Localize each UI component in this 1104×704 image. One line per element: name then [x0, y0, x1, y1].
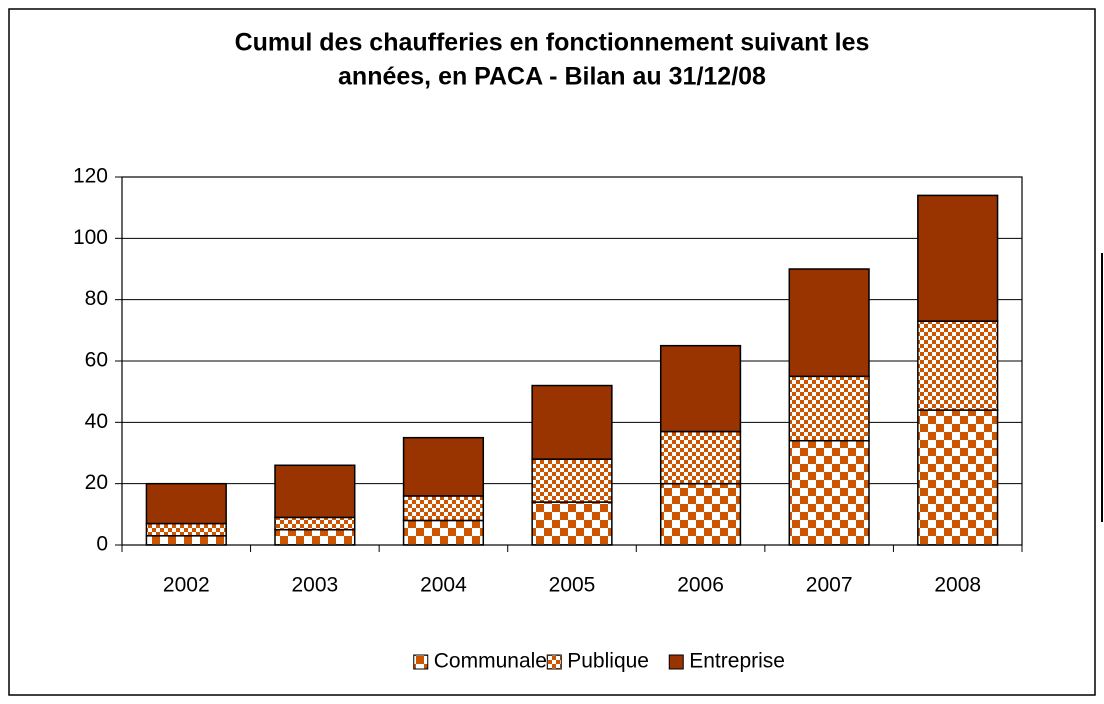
- bar-segment: [274, 528, 356, 546]
- bar-segment: [402, 495, 485, 522]
- x-tick-label: 2002: [163, 574, 210, 597]
- chart-title: Cumul des chaufferies en fonctionnement …: [235, 29, 870, 57]
- x-tick-label: 2007: [806, 574, 853, 597]
- bar-segment: [917, 320, 999, 411]
- bar-segment: [788, 439, 870, 546]
- bar-segment: [274, 516, 356, 531]
- y-tick-label: 20: [85, 471, 108, 494]
- chart-frame: [8, 8, 1096, 696]
- y-tick-label: 60: [85, 349, 108, 372]
- legend-label: Communale: [434, 650, 547, 673]
- plot-frame: [121, 176, 1023, 546]
- x-tick-label: 2003: [291, 574, 338, 597]
- y-tick-label: 100: [73, 226, 108, 249]
- bar-segment: [531, 384, 613, 460]
- bar-segment: [917, 194, 999, 322]
- y-tick-label: 120: [73, 165, 108, 188]
- x-tick-label: 2005: [549, 574, 596, 597]
- y-tick-label: 0: [96, 533, 108, 556]
- legend-swatch: [546, 654, 562, 670]
- legend-swatch: [668, 654, 684, 670]
- bar-segment: [659, 344, 742, 433]
- y-tick-label: 80: [85, 287, 108, 310]
- bar-segment: [145, 535, 227, 546]
- bar-segment: [788, 268, 870, 378]
- bar-segment: [402, 519, 485, 546]
- legend-label: Entreprise: [689, 650, 785, 673]
- chart-title: années, en PACA - Bilan au 31/12/08: [338, 63, 766, 91]
- bar-segment: [531, 458, 613, 503]
- bar-segment: [145, 522, 227, 537]
- legend-swatch: [413, 654, 429, 670]
- bar-segment: [531, 501, 613, 546]
- bar-segment: [274, 464, 356, 519]
- bar-segment: [145, 482, 227, 525]
- bar-segment: [402, 436, 485, 497]
- bar-segment: [788, 375, 870, 442]
- bar-segment: [917, 409, 999, 546]
- bar-segment: [659, 430, 742, 485]
- x-tick-label: 2008: [934, 574, 981, 597]
- x-tick-label: 2004: [420, 574, 467, 597]
- legend-label: Publique: [567, 650, 649, 673]
- bar-segment: [659, 482, 742, 546]
- y-tick-label: 40: [85, 410, 108, 433]
- x-tick-label: 2006: [677, 574, 724, 597]
